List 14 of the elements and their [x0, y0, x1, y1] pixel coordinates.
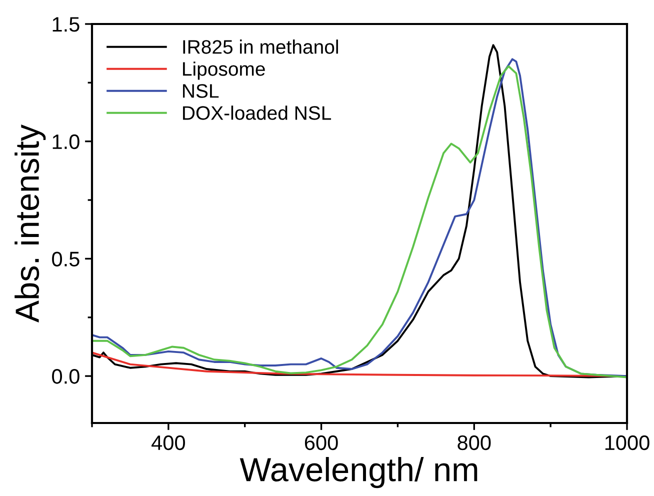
legend-label: Liposome: [183, 62, 265, 80]
legend-label: DOX-loaded NSL: [183, 106, 332, 120]
x-tick-label: 800: [458, 435, 491, 450]
y-tick-label: 0.0: [52, 369, 80, 384]
legend-label: IR825 in methanol: [183, 40, 338, 54]
legend-label: NSL: [183, 84, 219, 98]
y-tick-label: 1.5: [52, 17, 80, 32]
y-tick-label: 1.0: [52, 134, 80, 150]
y-tick-label: 0.5: [52, 252, 80, 266]
x-tick-label: 400: [152, 435, 185, 450]
x-tick-label: 1000: [605, 435, 650, 450]
x-tick-label: 600: [304, 435, 338, 450]
y-axis-title: Abs. intensity: [14, 124, 46, 323]
x-axis-title: Wavelength/ nm: [240, 457, 478, 488]
